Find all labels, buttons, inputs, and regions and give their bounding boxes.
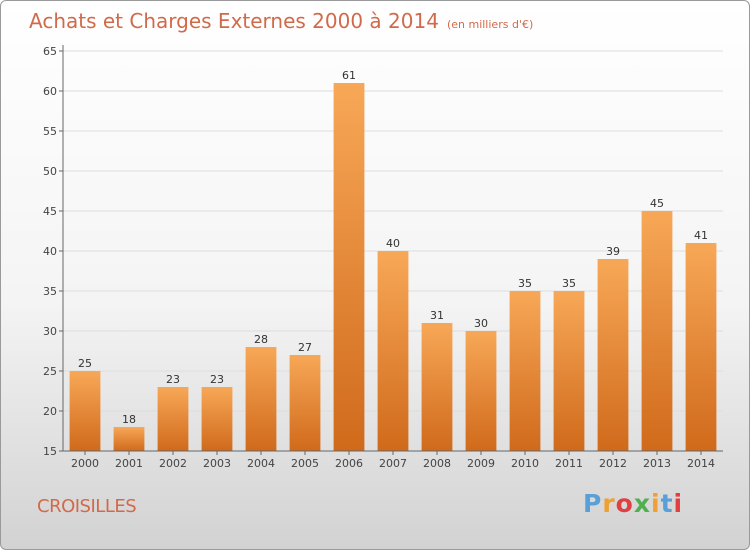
x-tick-label: 2000 bbox=[71, 457, 99, 470]
y-tick-label: 15 bbox=[43, 445, 57, 458]
y-tick-label: 30 bbox=[43, 325, 57, 338]
logo-letter: x bbox=[633, 489, 651, 518]
bar[interactable] bbox=[509, 291, 541, 451]
bar-value-label: 23 bbox=[210, 373, 224, 386]
bars: 25 18 23 23 28 27 61 40 31 30 35 35 39 45 41 bbox=[69, 69, 717, 451]
bar[interactable] bbox=[641, 211, 673, 451]
bar-value-label: 25 bbox=[78, 357, 92, 370]
bar-value-label: 35 bbox=[518, 277, 532, 290]
bar[interactable] bbox=[333, 83, 365, 451]
x-tick-label: 2013 bbox=[643, 457, 671, 470]
y-tick-label: 35 bbox=[43, 285, 57, 298]
bar[interactable] bbox=[377, 251, 409, 451]
logo-letter: t bbox=[660, 489, 674, 518]
x-tick-label: 2003 bbox=[203, 457, 231, 470]
bar-value-label: 45 bbox=[650, 197, 664, 210]
bar-value-label: 41 bbox=[694, 229, 708, 242]
x-tick-label: 2002 bbox=[159, 457, 187, 470]
bar[interactable] bbox=[597, 259, 629, 451]
bar[interactable] bbox=[113, 427, 145, 451]
y-tick-label: 60 bbox=[43, 85, 57, 98]
bar[interactable] bbox=[289, 355, 321, 451]
bar[interactable] bbox=[421, 323, 453, 451]
bar-value-label: 18 bbox=[122, 413, 136, 426]
chart-title-text: Achats et Charges Externes 2000 à 2014 bbox=[29, 9, 439, 33]
chart-subtitle: (en milliers d'€) bbox=[446, 18, 534, 31]
y-tick-label: 50 bbox=[43, 165, 57, 178]
bar-value-label: 28 bbox=[254, 333, 268, 346]
y-axis: 15 20 25 30 35 40 45 50 55 60 65 bbox=[43, 45, 64, 458]
x-tick-label: 2010 bbox=[511, 457, 539, 470]
bar-value-label: 35 bbox=[562, 277, 576, 290]
logo-letter: o bbox=[615, 489, 634, 518]
x-tick-label: 2006 bbox=[335, 457, 363, 470]
logo-letter: i bbox=[673, 489, 684, 518]
logo-letter: P bbox=[583, 489, 603, 518]
y-tick-label: 45 bbox=[43, 205, 57, 218]
logo-letter: i bbox=[651, 489, 661, 518]
bar[interactable] bbox=[157, 387, 189, 451]
bar[interactable] bbox=[69, 371, 101, 451]
proxiti-logo[interactable]: Proxiti bbox=[583, 489, 683, 518]
bar-value-label: 31 bbox=[430, 309, 444, 322]
chart-title: Achats et Charges Externes 2000 à 2014 (e… bbox=[29, 9, 533, 33]
bar-value-label: 23 bbox=[166, 373, 180, 386]
bar[interactable] bbox=[465, 331, 497, 451]
bar-value-label: 40 bbox=[386, 237, 400, 250]
city-name: CROISILLES bbox=[37, 496, 137, 517]
bar[interactable] bbox=[685, 243, 717, 451]
bar-value-label: 61 bbox=[342, 69, 356, 82]
x-tick-label: 2008 bbox=[423, 457, 451, 470]
bar[interactable] bbox=[201, 387, 233, 451]
y-tick-label: 55 bbox=[43, 125, 57, 138]
x-tick-label: 2011 bbox=[555, 457, 583, 470]
x-tick-label: 2009 bbox=[467, 457, 495, 470]
x-tick-label: 2014 bbox=[687, 457, 715, 470]
bar-value-label: 39 bbox=[606, 245, 620, 258]
x-tick-label: 2004 bbox=[247, 457, 275, 470]
y-tick-label: 65 bbox=[43, 45, 57, 58]
x-tick-label: 2001 bbox=[115, 457, 143, 470]
bar-value-label: 30 bbox=[474, 317, 488, 330]
bar-value-label: 27 bbox=[298, 341, 312, 354]
y-tick-label: 20 bbox=[43, 405, 57, 418]
x-tick-label: 2012 bbox=[599, 457, 627, 470]
x-axis: 2000 2001 2002 2003 2004 2005 2006 2007 2008 2009… bbox=[63, 450, 723, 470]
bar[interactable] bbox=[245, 347, 277, 451]
y-tick-label: 25 bbox=[43, 365, 57, 378]
x-tick-label: 2007 bbox=[379, 457, 407, 470]
bar[interactable] bbox=[553, 291, 585, 451]
logo-letter: r bbox=[602, 489, 616, 518]
y-tick-label: 40 bbox=[43, 245, 57, 258]
x-tick-label: 2005 bbox=[291, 457, 319, 470]
